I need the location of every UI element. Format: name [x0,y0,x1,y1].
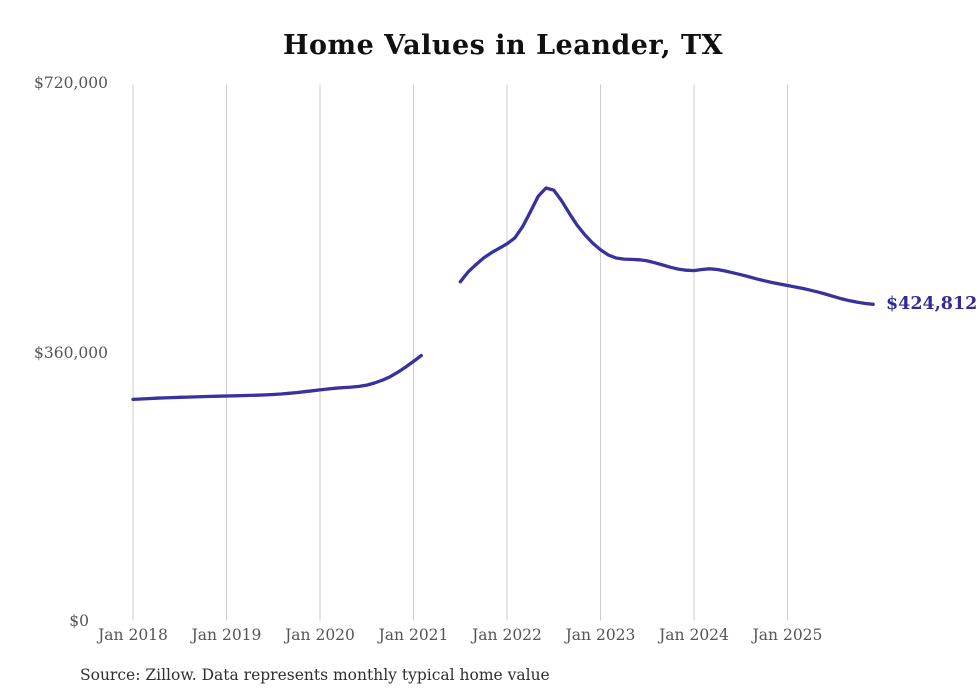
x-tick-label-jan-2020: Jan 2020 [285,626,355,644]
x-tick-label-jan-2018: Jan 2018 [98,626,168,644]
x-tick-label-jan-2025: Jan 2025 [752,626,823,644]
latest-value-label: $424,812 [886,294,978,314]
home-value-line [131,186,875,402]
x-tick-label-jan-2022: Jan 2022 [472,626,542,644]
source-note: Source: Zillow. Data represents monthly … [80,666,550,684]
x-tick-label-jan-2023: Jan 2023 [565,626,636,644]
x-tick-label-jan-2024: Jan 2024 [659,626,729,644]
chart-title: Home Values in Leander, TX [282,30,724,61]
y-axis-tick-720000: $720,000 [34,74,108,92]
y-axis-tick-0: $0 [69,612,89,630]
x-tick-label-jan-2019: Jan 2019 [191,626,262,644]
x-tick-label-jan-2021: Jan 2021 [378,626,449,644]
y-axis-tick-360000: $360,000 [34,344,108,362]
